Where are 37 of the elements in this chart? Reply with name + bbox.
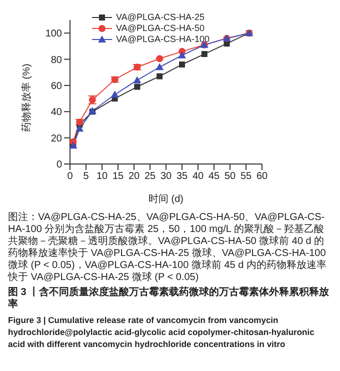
y-axis-title: 药物释放率 (%) bbox=[20, 64, 33, 132]
x-tick-label: 40 bbox=[192, 171, 204, 182]
point bbox=[156, 63, 164, 70]
x-tick-label: 5 bbox=[83, 171, 90, 182]
x-tick-label: 10 bbox=[96, 171, 108, 182]
point bbox=[156, 73, 163, 80]
x-tick-label: 25 bbox=[144, 171, 156, 182]
point bbox=[201, 51, 208, 58]
y-tick-label: 60 bbox=[50, 81, 62, 92]
x-tick-label: 15 bbox=[112, 171, 124, 182]
point bbox=[110, 90, 119, 98]
x-tick-label: 0 bbox=[67, 171, 74, 182]
x-tick-label: 50 bbox=[224, 171, 236, 182]
point bbox=[134, 84, 140, 90]
x-tick-label: 55 bbox=[240, 171, 252, 182]
y-tick-label: 100 bbox=[45, 28, 62, 40]
x-axis-title: 时间 (d) bbox=[148, 193, 184, 205]
y-tick-label: 40 bbox=[50, 107, 62, 118]
point bbox=[133, 76, 142, 84]
y-tick-label: 20 bbox=[50, 133, 62, 144]
x-tick-label: 35 bbox=[176, 171, 188, 182]
point bbox=[156, 55, 164, 62]
y-tick-label: 80 bbox=[50, 54, 62, 66]
y-tick-label: 0 bbox=[56, 160, 62, 171]
legend-label: VA@PLGA-CS-HA-25 bbox=[116, 12, 204, 23]
x-tick-label: 30 bbox=[160, 171, 172, 182]
text: 图注：VA@PLGA-CS-HA-25、VA@PLGA-CS-HA-50、VA@PLGA-CS-HA-100 分别为含盐酸万古霉素 25，50，100 mg/L 的聚乳酸－羟基乙酸共聚物－壳聚糖－透明质酸微球。VA@PLGA-CS-HA-50 微球前 40 d 的药物释放速率快于 VA@PLGA-CS-HA-25 微球、VA@PLGA-CS-HA-100 微球 (P < 0.05)，VA@PLGA-CS-HA-100 微球前 45 d 内的药物释放速率快于 VA@PLGA-CS-HA-25 微球 (P < 0.05) bbox=[8, 212, 328, 284]
x-tick-label: 20 bbox=[128, 171, 140, 182]
caption: 图 3 丨含不同质量浓度盐酸万古霉素载药微球的万古霉素体外释累积释放率 bbox=[8, 287, 330, 311]
point bbox=[178, 51, 186, 58]
legend-label: VA@PLGA-CS-HA-100 bbox=[116, 34, 210, 45]
x-tick-label: 60 bbox=[256, 171, 268, 182]
point bbox=[76, 124, 84, 132]
x-tick-label: 45 bbox=[208, 171, 220, 182]
point bbox=[179, 62, 185, 68]
legend-label: VA@PLGA-CS-HA-50 bbox=[116, 23, 204, 34]
caption: Figure 3 | Cumulative release rate of vancomycin from vancomycin hydrochloride@polylactic acid-glycolic acid copolymer-chitosan-hyaluronic acid with different vancomycin hydrochloride concentrations in vitro bbox=[8, 314, 316, 350]
